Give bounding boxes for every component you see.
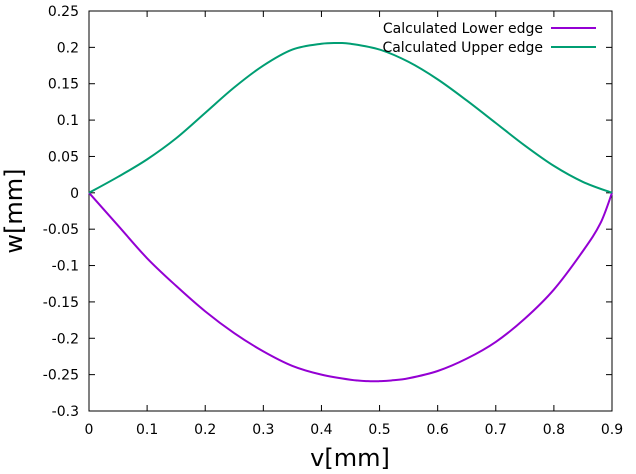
y-tick-label: 0.2 xyxy=(57,40,79,56)
plot-frame xyxy=(88,10,613,412)
series-layer xyxy=(88,41,613,383)
x-tick-label: 0.2 xyxy=(194,422,216,438)
y-tick-label: -0.3 xyxy=(52,404,79,420)
series-line-0 xyxy=(88,192,613,383)
legend-label-0: Calculated Lower edge xyxy=(383,21,543,37)
y-tick-label: 0.25 xyxy=(48,4,79,20)
legend: Calculated Lower edge Calculated Upper ed… xyxy=(382,21,596,56)
y-tick-label: -0.25 xyxy=(43,368,79,384)
y-tick-label: 0 xyxy=(70,186,79,202)
x-tick-label: 0.6 xyxy=(427,422,449,438)
y-tick-label: -0.2 xyxy=(52,331,79,347)
ticks-layer: 0 0.1 0.2 0.3 0.4 0.5 0.6 0.7 0.8 0.9 -0.3 -0.25 -0.… xyxy=(43,4,623,438)
x-axis-title: v[mm] xyxy=(310,444,390,472)
x-tick-label: 0.9 xyxy=(601,422,623,438)
x-tick-label: 0.1 xyxy=(136,422,158,438)
x-tick-label: 0.3 xyxy=(252,422,274,438)
y-tick-label: -0.05 xyxy=(43,222,79,238)
y-axis-title: w[mm] xyxy=(0,168,28,253)
y-tick-label: 0.05 xyxy=(48,149,79,165)
x-tick-label: 0.7 xyxy=(485,422,507,438)
series-line-1 xyxy=(88,41,613,194)
y-tick-label: 0.15 xyxy=(48,77,79,93)
x-tick-label: 0.5 xyxy=(368,422,390,438)
y-tick-label: -0.15 xyxy=(43,295,79,311)
x-tick-label: 0 xyxy=(85,422,94,438)
y-tick-label: 0.1 xyxy=(57,113,79,129)
x-tick-label: 0.8 xyxy=(543,422,565,438)
x-tick-label: 0.4 xyxy=(310,422,332,438)
legend-label-1: Calculated Upper edge xyxy=(382,40,543,56)
y-tick-label: -0.1 xyxy=(52,259,79,275)
